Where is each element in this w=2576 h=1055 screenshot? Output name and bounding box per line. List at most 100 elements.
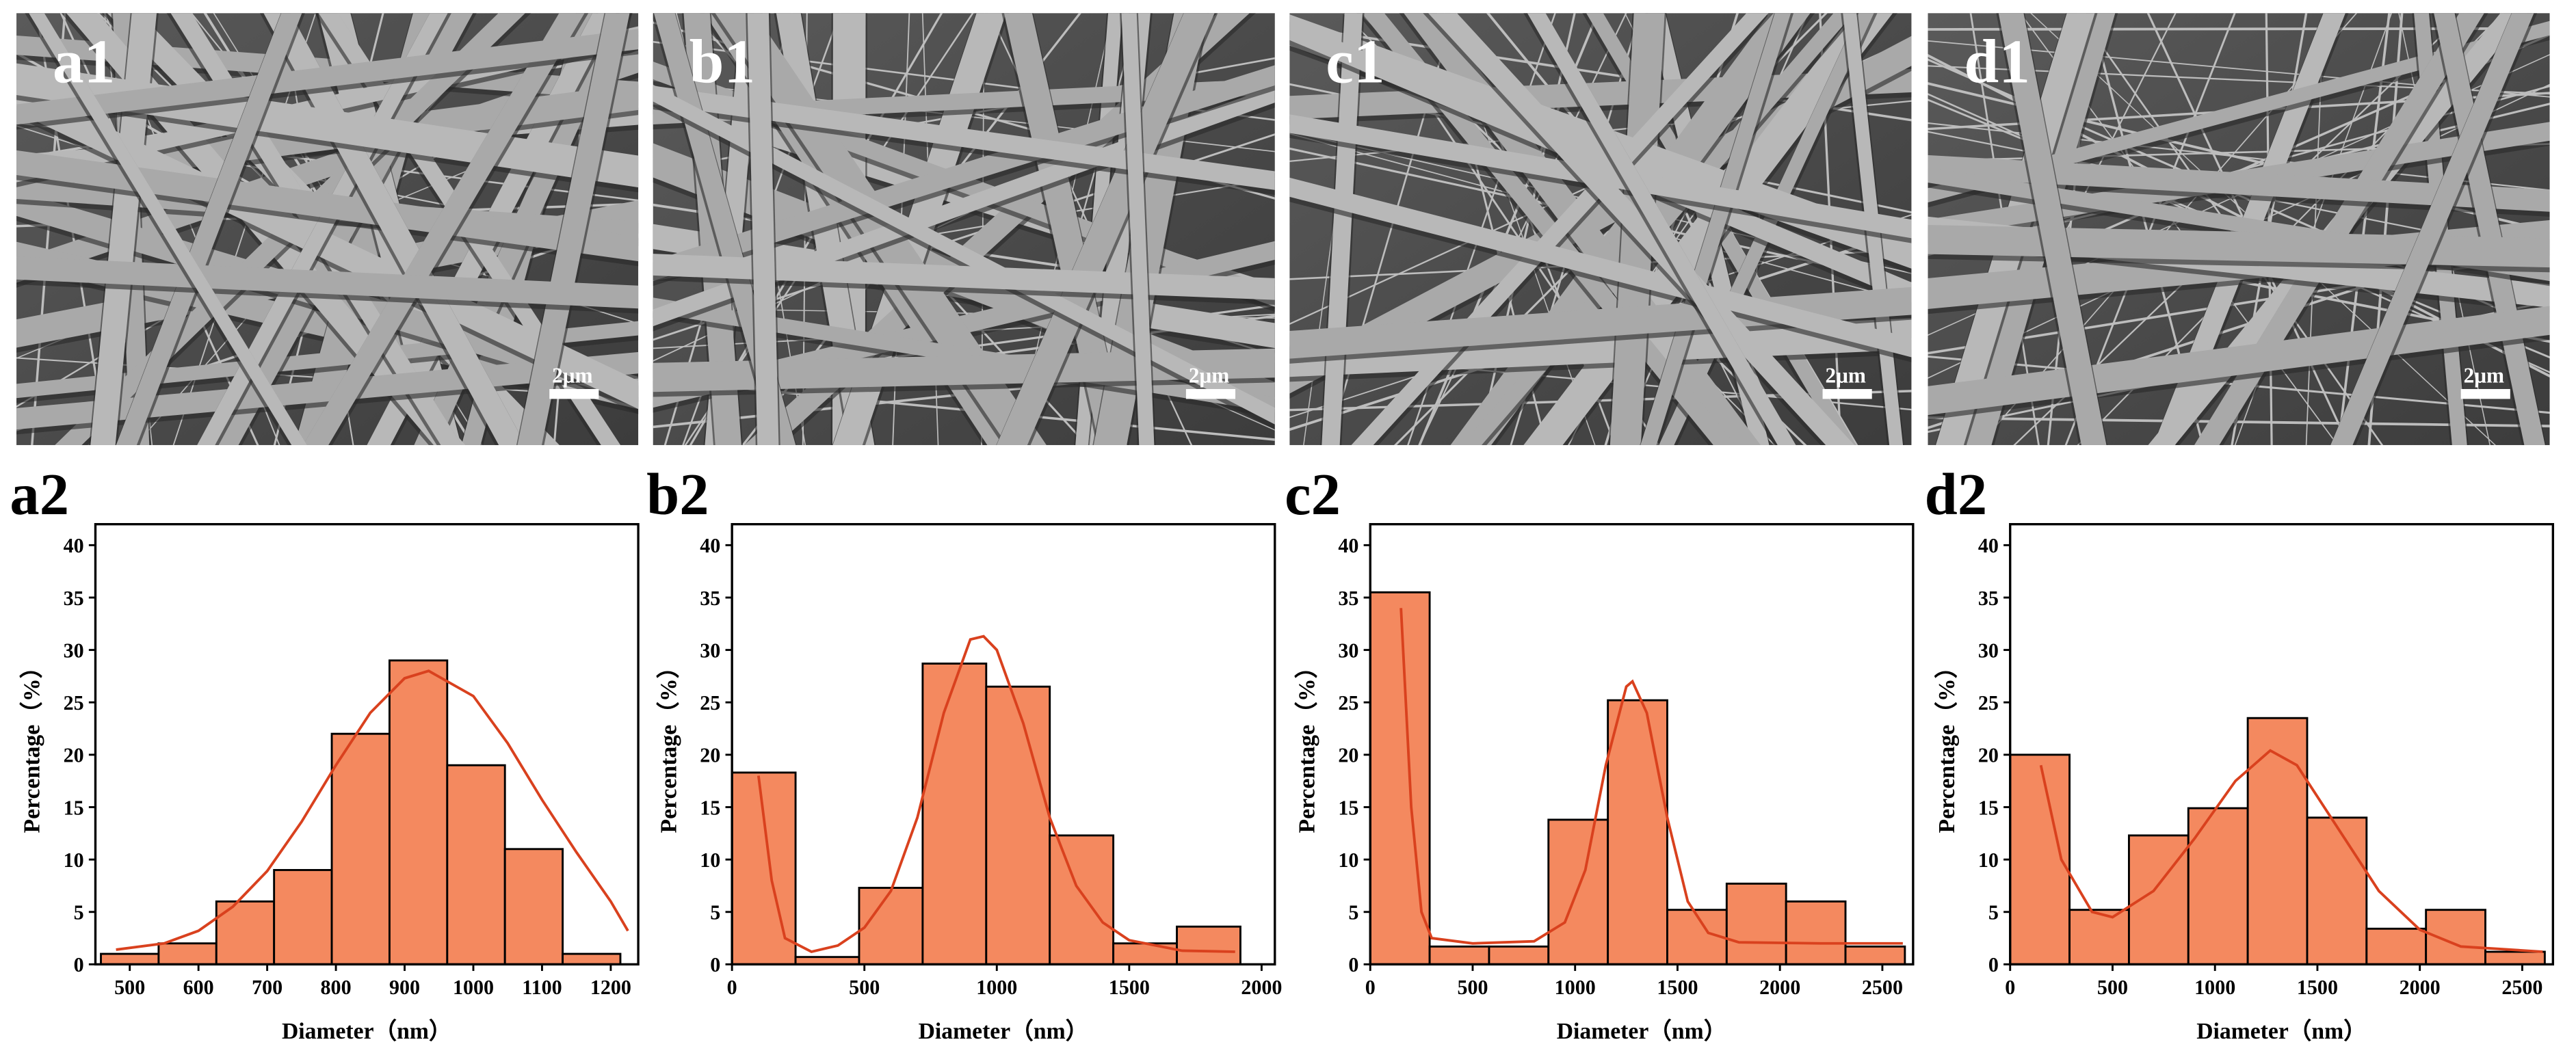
fiber (1428, 13, 1855, 445)
y-tick-label: 20 (1978, 744, 1999, 767)
sem-panel: a1 2μm (16, 13, 639, 445)
fit-curve (757, 635, 1235, 954)
x-axis-title: Diameter（nm） (1557, 1018, 1727, 1044)
bar (388, 659, 449, 965)
y-tick-label: 40 (64, 534, 84, 557)
scale-bar-label: 2μm (1189, 363, 1229, 387)
x-tick-label: 800 (321, 976, 352, 999)
y-axis-title: Percentage（%） (1934, 656, 1960, 833)
scale-bar-label: 2μm (1826, 363, 1866, 387)
x-tick-label: 1500 (2297, 976, 2338, 999)
y-tick-label: 35 (64, 587, 84, 610)
x-tick-label: 500 (2097, 976, 2128, 999)
bar (2068, 909, 2130, 965)
y-tick-label: 5 (710, 901, 720, 924)
x-tick-label: 500 (1457, 976, 1488, 999)
fiber (1418, 13, 1627, 445)
bar (2484, 950, 2546, 965)
x-tick-label: 0 (1365, 976, 1376, 999)
plot-frame (2009, 522, 2555, 966)
y-tick-label: 15 (700, 796, 720, 819)
x-tick-label: 1500 (1109, 976, 1150, 999)
y-tick-label: 10 (1978, 849, 1999, 872)
fibers (1289, 13, 1912, 445)
chart: c2 0 5 10 15 20 25 30 35 40 0 500 1000 1500 2000 2500 Di… (1285, 462, 1915, 1044)
fiber (1351, 13, 1769, 445)
y-tick-label: 0 (710, 953, 720, 976)
bar (1785, 900, 1847, 965)
bar (1488, 945, 1550, 965)
fiber (116, 13, 302, 445)
bar (2306, 816, 2368, 965)
x-tick-label: 2000 (2400, 976, 2441, 999)
bar (1547, 818, 1609, 965)
chart: a2 0 5 10 15 20 25 30 35 40 500 600 700 800 900 1000 110… (10, 462, 640, 1044)
bar (1607, 699, 1668, 965)
y-tick-label: 5 (74, 901, 84, 924)
sem-panel: b1 2μm (653, 13, 1275, 445)
y-axis-title: Percentage（%） (1294, 656, 1320, 833)
fiber (517, 13, 630, 445)
y-tick-label: 30 (1338, 639, 1358, 662)
panel-label: a2 (10, 462, 69, 527)
panel-label: b1 (689, 26, 756, 96)
y-tick-label: 5 (1348, 901, 1358, 924)
x-tick-label: 1000 (2194, 976, 2235, 999)
y-tick-label: 25 (1338, 691, 1358, 715)
fiber (1289, 177, 1912, 358)
bar (273, 869, 333, 965)
y-tick-label: 10 (64, 849, 84, 872)
x-tick-label: 2500 (1862, 976, 1903, 999)
y-tick-label: 40 (1978, 534, 1999, 557)
fibers (653, 13, 1275, 445)
plot-frame (94, 522, 640, 966)
fiber (16, 150, 639, 262)
fiber (29, 13, 307, 445)
fiber (1640, 13, 1791, 445)
x-tick-label: 1000 (1555, 976, 1596, 999)
y-tick-label: 15 (1978, 796, 1999, 819)
fiber (1998, 13, 2107, 445)
x-tick-label: 900 (389, 976, 420, 999)
x-tick-label: 700 (252, 976, 282, 999)
bar (2187, 807, 2249, 965)
bar (1176, 925, 1241, 965)
fiber (1928, 306, 2550, 416)
bar (1844, 945, 1906, 965)
chart: d2 0 5 10 15 20 25 30 35 40 0 500 1000 1500 2000 2500 Di… (1925, 462, 2555, 1044)
bar (503, 848, 564, 965)
fibers (1928, 13, 2550, 445)
x-tick-label: 500 (114, 976, 145, 999)
chart: b2 0 5 10 15 20 25 30 35 40 0 500 1000 1500 2000 Diamet… (646, 462, 1282, 1044)
fit-curve (116, 669, 629, 951)
panel-label: d1 (1964, 26, 2030, 96)
fit-curve (2039, 749, 2543, 953)
fiber (1404, 13, 1761, 445)
fit-curve (1399, 608, 1903, 945)
scale-bar-label: 2μm (2464, 363, 2504, 387)
fiber (16, 256, 639, 309)
bar (1725, 882, 1787, 965)
fiber (1289, 20, 1912, 303)
x-axis-title: Diameter（nm） (2196, 1018, 2367, 1044)
fiber (996, 13, 1215, 445)
bar (562, 952, 622, 965)
x-tick-label: 0 (2005, 976, 2015, 999)
x-tick-label: 1200 (590, 976, 631, 999)
x-tick-label: 1100 (522, 976, 562, 999)
bar (858, 887, 924, 965)
y-tick-label: 25 (700, 691, 720, 715)
bar (985, 685, 1051, 965)
y-tick-label: 10 (1338, 849, 1358, 872)
bar (157, 942, 218, 965)
fiber (2194, 13, 2484, 445)
x-tick-label: 2500 (2501, 976, 2542, 999)
y-tick-label: 0 (1988, 953, 1999, 976)
y-tick-label: 30 (1978, 639, 1999, 662)
y-tick-label: 0 (1348, 953, 1358, 976)
y-tick-label: 30 (700, 639, 720, 662)
y-tick-label: 15 (64, 796, 84, 819)
fiber (2337, 13, 2391, 445)
y-axis-title: Percentage（%） (655, 656, 681, 833)
